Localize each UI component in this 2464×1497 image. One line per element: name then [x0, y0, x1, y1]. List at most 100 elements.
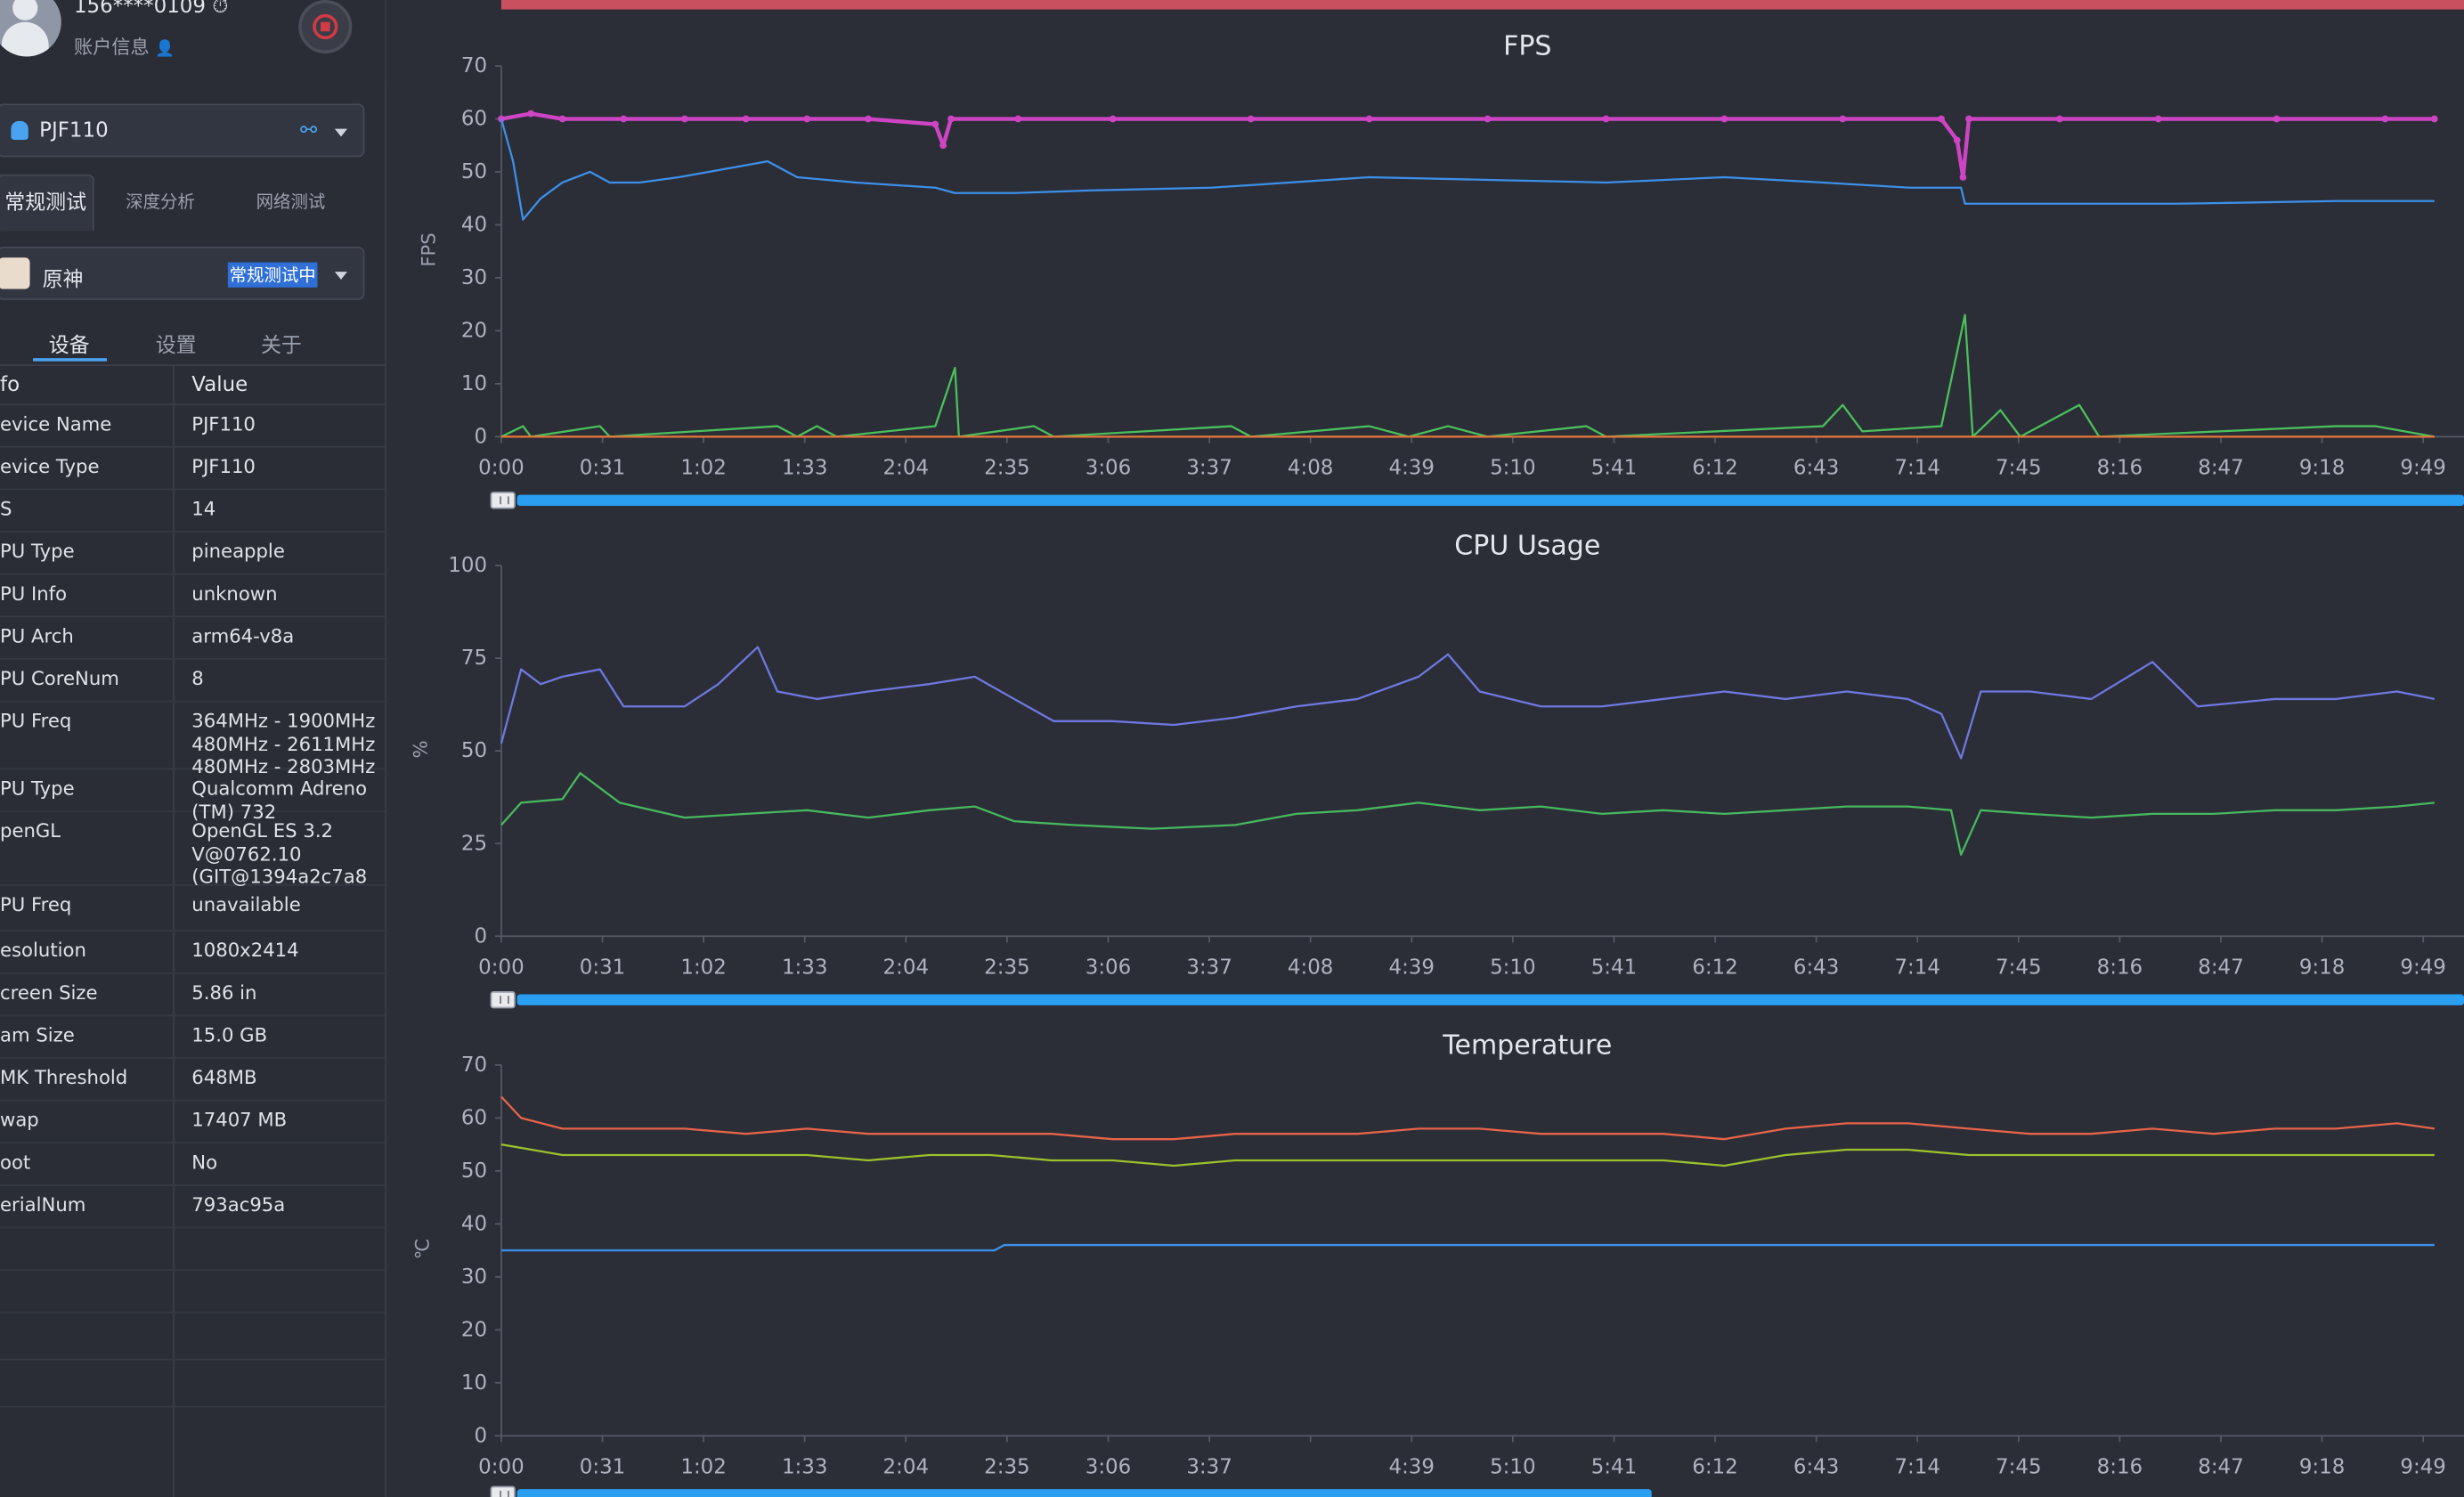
x-tick-label: 1:33	[782, 1456, 827, 1479]
chevron-down-icon[interactable]	[334, 272, 347, 280]
table-row: erialNum 793ac95a	[0, 1186, 386, 1229]
table-row: PU Freq unavailable	[0, 886, 386, 932]
x-tick-label: 5:10	[1490, 1456, 1535, 1479]
x-tick-label: 5:10	[1490, 457, 1535, 480]
info-key: PU Freq	[0, 893, 72, 916]
info-value: 364MHz - 1900MHz 480MHz - 2611MHz 480MHz…	[191, 710, 376, 778]
account-info-link[interactable]: 账户信息 👤	[73, 36, 175, 59]
y-tick-label: 60	[461, 1106, 487, 1129]
data-point	[1959, 174, 1967, 181]
data-point	[1965, 115, 1972, 123]
record-progress-bar	[500, 0, 2464, 10]
table-row: creen Size 5.86 in	[0, 974, 386, 1017]
info-key: penGL	[0, 819, 61, 842]
chart-svg: 0 10 20 30 40 50 60 70 0:00 0:31 1:02 1:33 2:04 2:35 3…	[461, 1054, 2464, 1479]
series-line-cpu_temp	[500, 1095, 2436, 1141]
x-tick-label: 1:02	[680, 956, 726, 980]
table-row: evice Name PJF110	[0, 405, 386, 448]
y-tick-label: 20	[461, 1318, 487, 1341]
y-tick-label: 25	[461, 832, 487, 855]
info-value: arm64-v8a	[191, 625, 295, 647]
device-selector[interactable]: PJF110 ⚯	[0, 103, 365, 158]
info-key: am Size	[0, 1024, 75, 1046]
slider-handle[interactable]	[490, 492, 516, 509]
x-tick-label: 0:31	[580, 1456, 625, 1479]
data-point	[742, 115, 750, 123]
time-range-slider[interactable]	[516, 1489, 1652, 1497]
x-tick-label: 8:16	[2097, 956, 2143, 980]
x-tick-label: 6:43	[1793, 1456, 1839, 1479]
data-point	[947, 115, 955, 123]
info-value: 14	[191, 498, 216, 520]
data-point	[1953, 136, 1961, 144]
x-tick-label: 8:47	[2198, 1456, 2243, 1479]
data-point	[2430, 115, 2438, 123]
info-key: wap	[0, 1109, 39, 1132]
chevron-down-icon[interactable]	[334, 128, 347, 137]
data-point	[1484, 115, 1492, 123]
link-icon[interactable]: ⚯	[300, 119, 318, 143]
y-tick-label: 50	[461, 739, 487, 762]
active-tab-indicator	[33, 358, 107, 362]
data-point	[527, 110, 535, 118]
data-point	[2381, 115, 2389, 123]
y-tick-label: 75	[461, 647, 487, 670]
tab-regular-test[interactable]: 常规测试	[0, 174, 94, 232]
chart-title: FPS	[1503, 31, 1552, 63]
table-row: PU Type pineapple	[0, 533, 386, 575]
x-tick-label: 2:04	[883, 1456, 929, 1479]
x-tick-label: 1:33	[782, 457, 827, 480]
info-value: unknown	[191, 582, 278, 606]
tab-network-test[interactable]: 网络测试	[256, 191, 326, 213]
x-tick-label: 6:43	[1793, 956, 1839, 980]
column-header-value: Value	[191, 373, 248, 398]
slider-handle[interactable]	[490, 1485, 516, 1497]
x-tick-label: 2:35	[984, 457, 1029, 480]
slider-handle[interactable]	[490, 991, 516, 1009]
tab-about[interactable]: 关于	[260, 334, 302, 359]
data-point	[558, 115, 566, 123]
x-tick-label: 4:08	[1288, 956, 1333, 980]
tab-settings[interactable]: 设置	[155, 334, 197, 359]
x-tick-label: 8:16	[2097, 457, 2143, 480]
tab-deep-analysis[interactable]: 深度分析	[126, 191, 195, 213]
stop-recording-button[interactable]	[298, 0, 353, 53]
series-line-app	[500, 772, 2435, 856]
table-row	[0, 1314, 386, 1361]
y-tick-label: 60	[461, 108, 487, 131]
x-tick-label: 0:00	[478, 457, 524, 480]
data-point	[865, 115, 872, 123]
tab-device[interactable]: 设备	[48, 334, 90, 359]
x-tick-label: 4:39	[1389, 457, 1435, 480]
table-row: MK Threshold 648MB	[0, 1059, 386, 1102]
avatar[interactable]	[0, 0, 61, 57]
x-tick-label: 0:31	[580, 956, 625, 980]
data-point	[1247, 115, 1255, 123]
y-tick-label: 0	[474, 425, 487, 448]
info-key: PU Type	[0, 540, 75, 563]
info-value: pineapple	[191, 540, 285, 563]
x-tick-label: 4:08	[1288, 457, 1333, 480]
x-tick-label: 1:02	[680, 457, 726, 480]
x-tick-label: 9:18	[2299, 457, 2345, 480]
data-point	[1109, 115, 1117, 123]
x-tick-label: 2:35	[984, 956, 1029, 980]
x-tick-label: 3:37	[1186, 457, 1232, 480]
y-tick-label: 70	[461, 54, 487, 77]
time-range-slider[interactable]	[516, 994, 2464, 1005]
x-tick-label: 2:35	[984, 1456, 1029, 1479]
table-row	[0, 1271, 386, 1314]
time-range-slider[interactable]	[516, 494, 2464, 506]
info-value: 15.0 GB	[191, 1024, 268, 1046]
series-line-baseline	[500, 1243, 2435, 1252]
data-point	[1720, 115, 1728, 123]
x-tick-label: 6:12	[1692, 1456, 1737, 1479]
table-row: penGL OpenGL ES 3.2 V@0762.10 (GIT@1394a2…	[0, 812, 386, 888]
x-tick-label: 5:10	[1490, 956, 1535, 980]
app-selector[interactable]: 原神 常规测试中	[0, 246, 365, 300]
x-tick-label: 7:14	[1894, 457, 1939, 480]
x-tick-label: 5:41	[1591, 457, 1637, 480]
device-name: PJF110	[39, 119, 109, 143]
profile-panel: 156****0109 ⏱ 账户信息 👤	[0, 0, 386, 85]
info-key: PU Freq	[0, 710, 72, 732]
